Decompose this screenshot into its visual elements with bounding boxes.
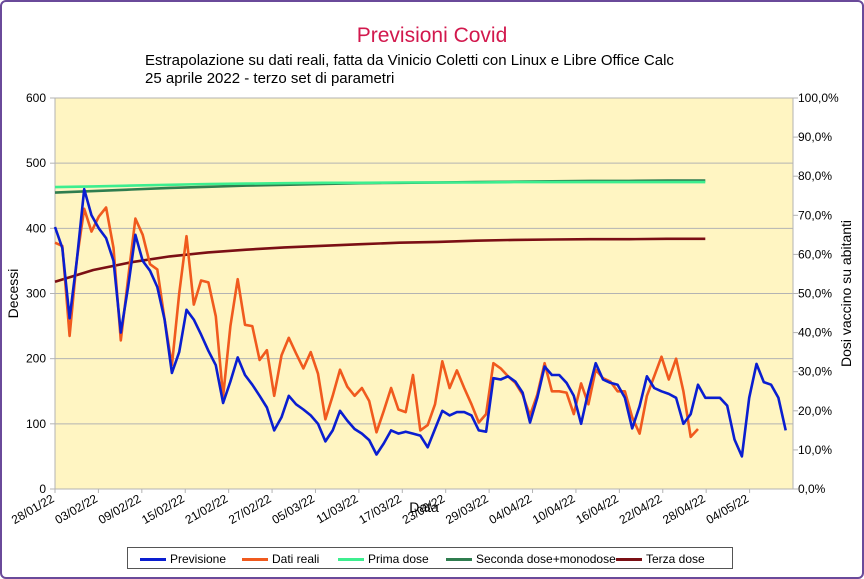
legend: Previsione Dati reali Prima dose Seconda… (127, 547, 733, 569)
x-tick-label: 28/01/22 (9, 491, 57, 527)
x-tick-label: 21/02/22 (183, 491, 231, 527)
x-tick-label: 03/02/22 (52, 491, 100, 527)
series-line-4 (54, 237, 706, 284)
legend-label-prima-dose: Prima dose (368, 552, 429, 566)
legend-swatch-dati-reali (242, 558, 268, 561)
gridlines (54, 97, 794, 490)
chart-subtitle-1: Estrapolazione su dati reali, fatta da V… (145, 52, 674, 69)
legend-swatch-prima-dose (338, 558, 364, 561)
x-tick-label: 16/04/22 (573, 491, 621, 527)
series-line-2 (54, 180, 706, 189)
x-tick-label: 04/04/22 (487, 491, 535, 527)
legend-swatch-previsione (140, 558, 166, 561)
x-axis: 28/01/2203/02/2209/02/2215/02/2221/02/22… (9, 489, 751, 527)
series-lines (53, 179, 787, 458)
legend-swatch-seconda-dose (446, 558, 472, 561)
y-tick-label: 400 (26, 221, 46, 235)
y2-tick-label: 0,0% (798, 482, 826, 496)
y-tick-label: 600 (26, 91, 46, 105)
x-tick-label: 17/03/22 (356, 491, 404, 527)
x-tick-label: 04/05/22 (704, 491, 752, 527)
y-tick-label: 300 (26, 287, 46, 301)
y-axis-label: Decessi (5, 269, 21, 319)
y-tick-label: 100 (26, 417, 46, 431)
legend-label-dati-reali: Dati reali (272, 552, 320, 566)
y2-tick-label: 90,0% (798, 130, 832, 144)
x-tick-label: 15/02/22 (139, 491, 187, 527)
y2-tick-label: 30,0% (798, 365, 832, 379)
x-tick-label: 29/03/22 (443, 491, 491, 527)
legend-label-seconda-dose: Seconda dose+monodose (476, 552, 616, 566)
series-line-0 (53, 187, 787, 458)
y-tick-label: 0 (39, 482, 46, 496)
x-tick-label: 22/04/22 (617, 491, 665, 527)
y2-tick-label: 70,0% (798, 208, 832, 222)
chart-subtitle-2: 25 aprile 2022 - terzo set di parametri (145, 70, 395, 87)
x-tick-label: 05/03/22 (270, 491, 318, 527)
y2-tick-label: 80,0% (798, 169, 832, 183)
y2-tick-label: 40,0% (798, 326, 832, 340)
x-tick-label: 10/04/22 (530, 491, 578, 527)
legend-swatch-terza-dose (616, 558, 642, 561)
y2-axis-label: Dosi vaccino su abitanti (838, 220, 854, 367)
y-tick-label: 200 (26, 352, 46, 366)
legend-label-previsione: Previsione (170, 552, 227, 566)
y2-tick-label: 60,0% (798, 247, 832, 261)
x-tick-label: 09/02/22 (96, 491, 144, 527)
y2-tick-label: 50,0% (798, 287, 832, 301)
y-axis-left: 0 100 200 300 400 500 600 (26, 91, 55, 496)
x-tick-label: 28/04/22 (660, 491, 708, 527)
y-tick-label: 500 (26, 156, 46, 170)
x-axis-label: Data (409, 499, 439, 515)
y2-tick-label: 100,0% (798, 91, 839, 105)
chart-title: Previsioni Covid (356, 24, 508, 47)
x-tick-label: 11/03/22 (314, 491, 361, 526)
y-axis-right: 0,0% 10,0% 20,0% 30,0% 40,0% 50,0% 60,0% 70,0% 8… (793, 91, 839, 496)
y2-tick-label: 20,0% (798, 404, 832, 418)
y2-tick-label: 10,0% (798, 443, 832, 457)
x-tick-label: 27/02/22 (226, 491, 274, 527)
legend-label-terza-dose: Terza dose (646, 552, 705, 566)
